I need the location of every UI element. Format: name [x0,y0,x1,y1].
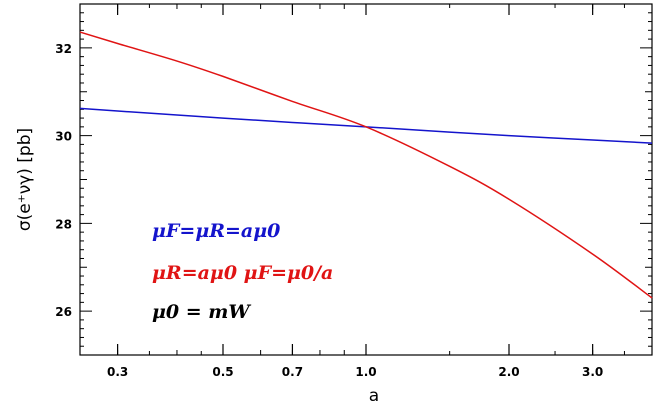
x-tick-label: 0.3 [107,365,128,379]
x-tick-label: 0.7 [282,365,303,379]
x-tick-label: 0.5 [212,365,233,379]
legend-entry: μR=aμ0 μF=μ0/a [152,262,333,284]
series-line [79,31,653,299]
x-tick-label: 2.0 [498,365,519,379]
x-tick-label: 3.0 [582,365,603,379]
legend-entry: μF=μR=aμ0 [152,220,280,242]
x-axis-label: a [369,386,379,406]
y-axis-label: σ(e⁺νγ) [pb] [15,128,35,231]
y-tick-label: 30 [55,130,72,144]
x-tick-label: 1.0 [355,365,376,379]
series-line [79,107,653,144]
y-tick-label: 28 [55,217,72,231]
y-tick-label: 26 [55,305,72,319]
y-tick-label: 32 [55,42,72,56]
legend-entry: μ0 = mW [152,301,251,323]
